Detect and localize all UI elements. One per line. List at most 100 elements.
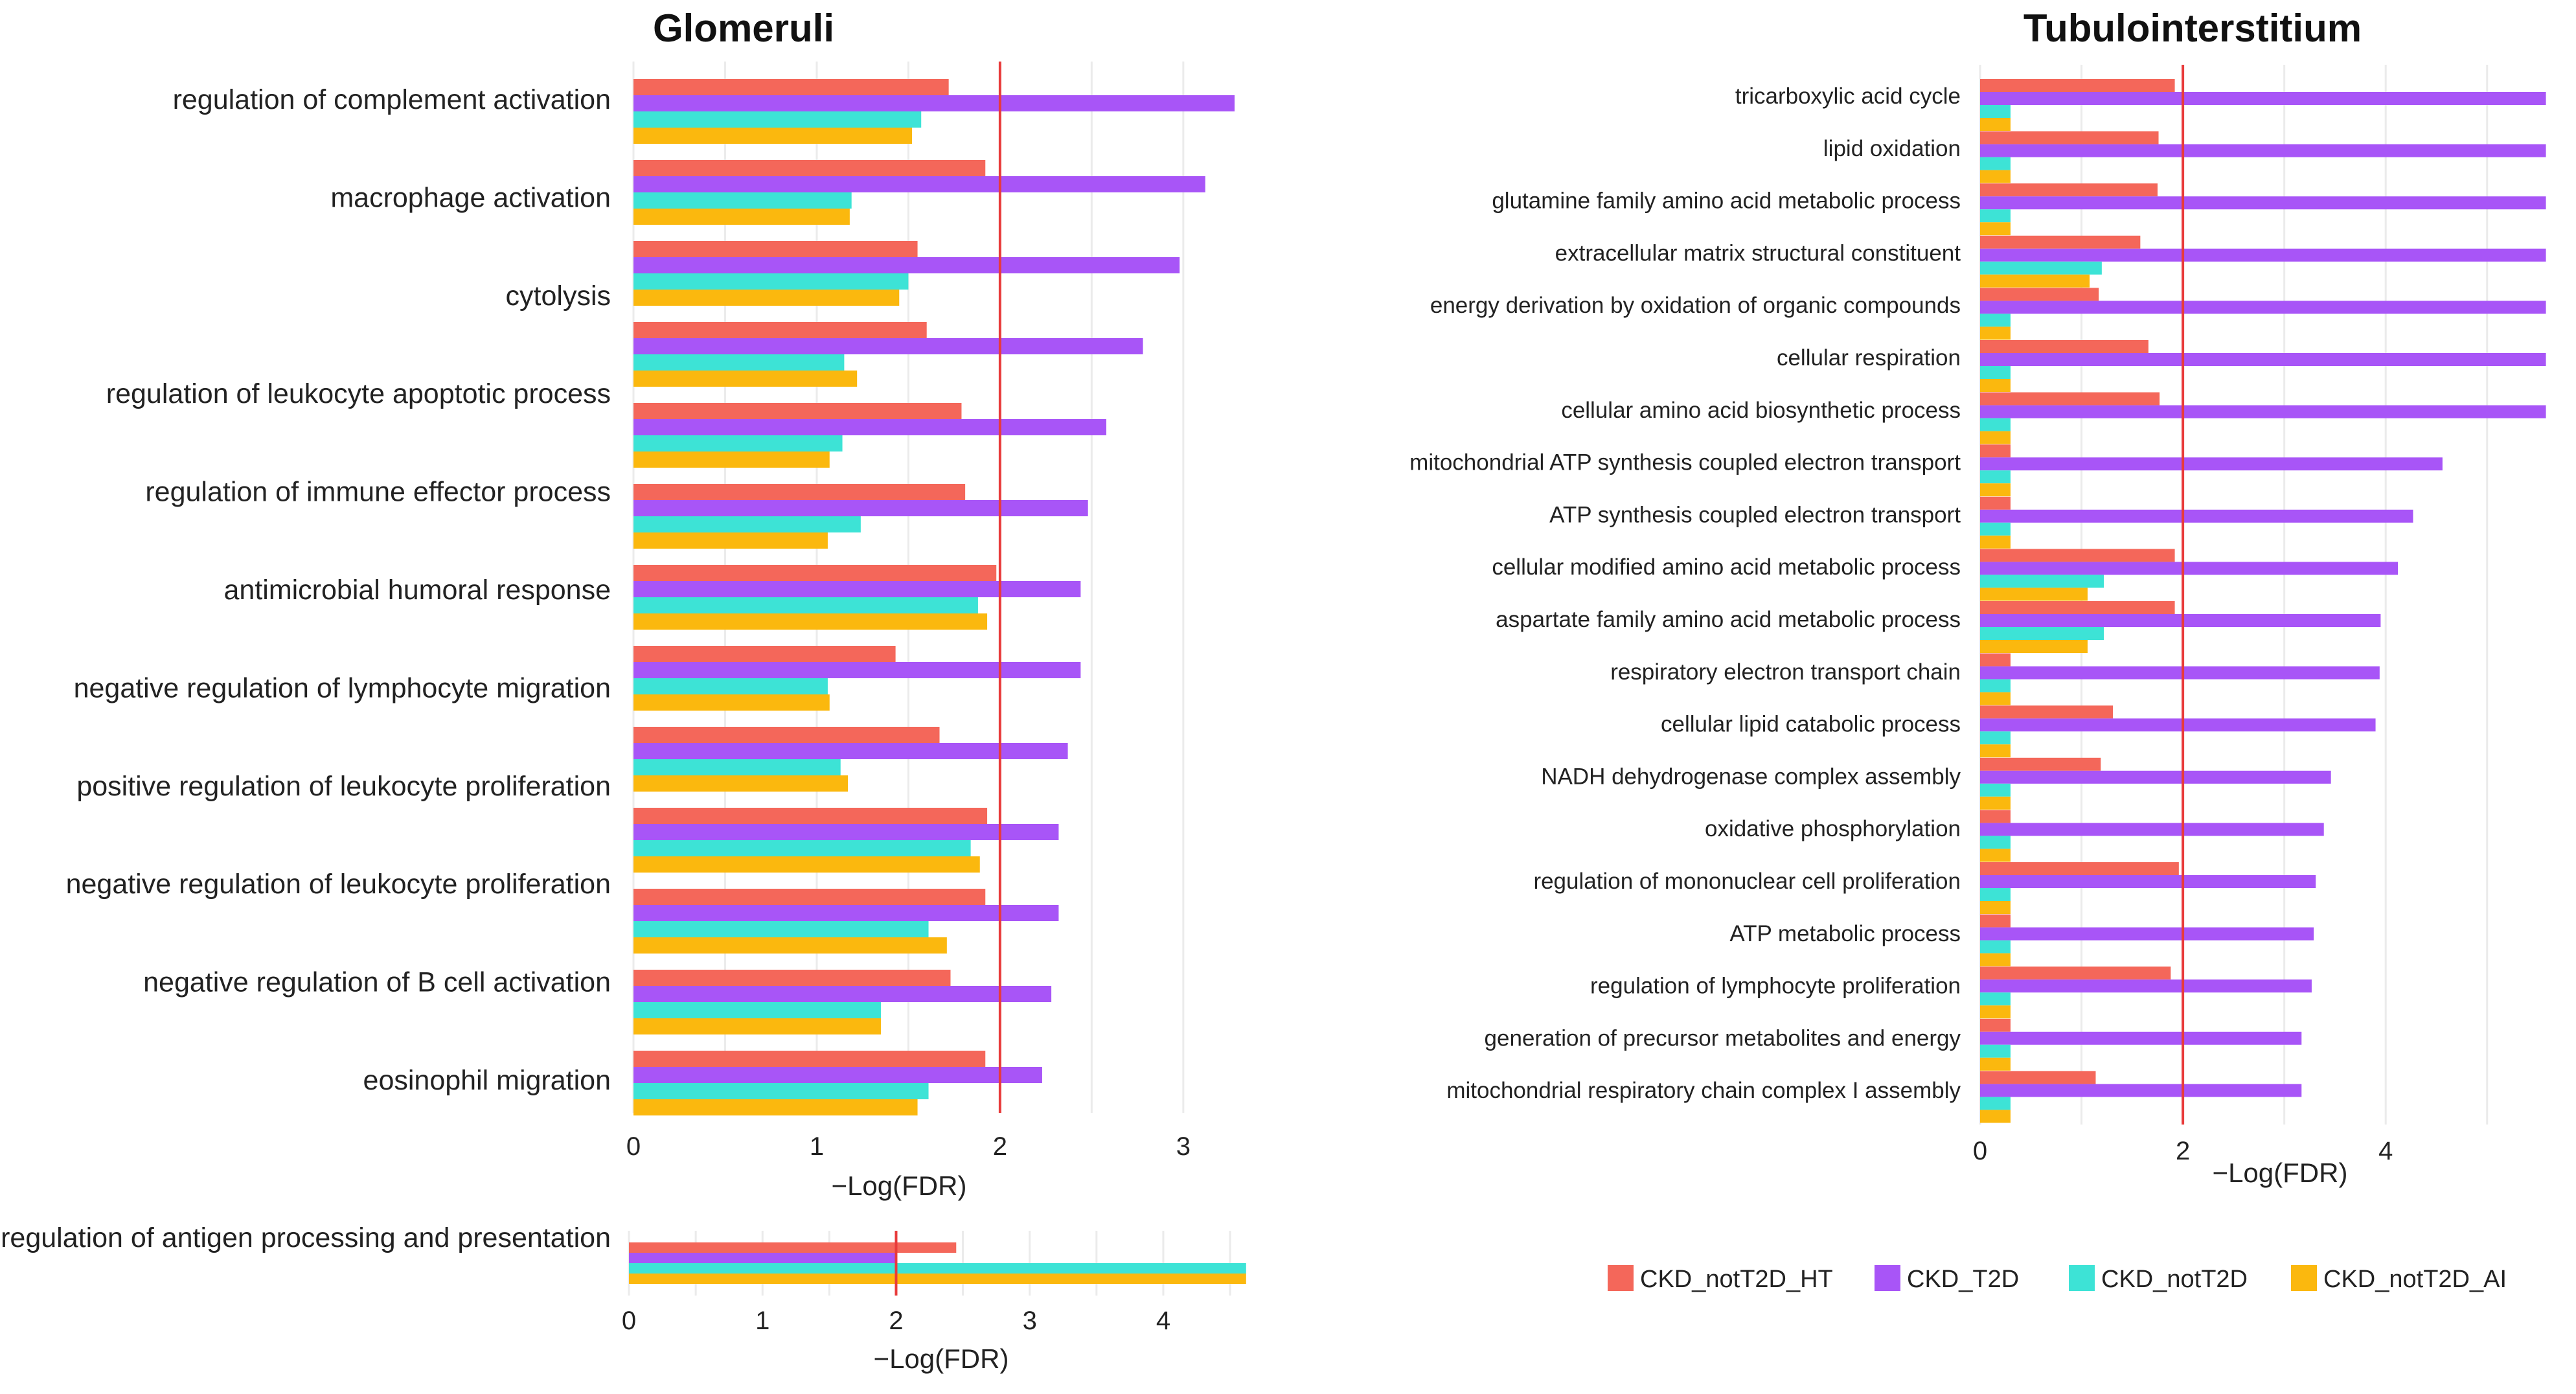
antigen-bar-ckd-nott2d bbox=[629, 1263, 1246, 1274]
category-label: oxidative phosphorylation bbox=[1705, 816, 1961, 841]
glomeruli-bar-ckd-t2d bbox=[633, 986, 1052, 1002]
tubulointerstitium-bar-ckd-nott2d-ht bbox=[1980, 79, 2175, 92]
legend-label-ckd-nott2d-ht: CKD_notT2D_HT bbox=[1640, 1266, 1833, 1293]
tubulointerstitium-bar-ckd-nott2d-ai bbox=[1980, 1057, 2011, 1071]
tubulointerstitium-bar-ckd-nott2d-ht bbox=[1980, 966, 2171, 980]
glomeruli-title: Glomeruli bbox=[653, 6, 834, 50]
tubulointerstitium-bar-ckd-t2d bbox=[1980, 875, 2316, 888]
tubulointerstitium-bar-ckd-nott2d-ai bbox=[1980, 849, 2011, 862]
tubulointerstitium-bar-ckd-nott2d bbox=[1980, 1044, 2011, 1058]
glomeruli-bar-ckd-nott2d-ai bbox=[633, 451, 830, 468]
antigen-bars bbox=[629, 1242, 1246, 1284]
glomeruli-bar-ckd-t2d bbox=[633, 743, 1068, 759]
tubulointerstitium-bar-ckd-nott2d-ai bbox=[1980, 1110, 2011, 1123]
glomeruli-bar-ckd-nott2d-ht bbox=[633, 241, 918, 257]
legend-label-ckd-nott2d: CKD_notT2D bbox=[2101, 1266, 2248, 1293]
glomeruli-bar-ckd-nott2d bbox=[633, 759, 841, 775]
antigen-chart: regulation of antigen processing and pre… bbox=[1, 1222, 1246, 1374]
antigen-category-labels: regulation of antigen processing and pre… bbox=[1, 1222, 611, 1253]
glomeruli-bar-ckd-t2d bbox=[633, 257, 1180, 273]
category-label: lipid oxidation bbox=[1823, 136, 1961, 161]
tubulointerstitium-title: Tubulointerstitium bbox=[2023, 6, 2362, 50]
tubulointerstitium-bar-ckd-nott2d bbox=[1980, 209, 2011, 223]
tubulointerstitium-chart: tricarboxylic acid cycle lipid oxidation g… bbox=[1409, 65, 2546, 1188]
tubulointerstitium-bar-ckd-nott2d-ai bbox=[1980, 431, 2011, 444]
glomeruli-bar-ckd-nott2d-ht bbox=[633, 970, 951, 986]
glomeruli-category-labels: regulation of complement activation macro… bbox=[66, 84, 611, 1096]
glomeruli-bar-ckd-t2d bbox=[633, 338, 1143, 354]
tubulointerstitium-bar-ckd-nott2d bbox=[1980, 731, 2011, 745]
tubulointerstitium-bar-ckd-nott2d bbox=[1980, 157, 2011, 170]
tubulointerstitium-bar-ckd-t2d bbox=[1980, 196, 2546, 210]
tubulointerstitium-bar-ckd-nott2d-ht bbox=[1980, 1071, 2096, 1084]
glomeruli-bar-ckd-nott2d-ai bbox=[633, 1018, 881, 1034]
tubulointerstitium-bar-ckd-t2d bbox=[1980, 614, 2381, 627]
x-tick-label: 4 bbox=[1156, 1307, 1170, 1335]
glomeruli-x-axis-label: −Log(FDR) bbox=[832, 1171, 967, 1201]
glomeruli-bar-ckd-nott2d bbox=[633, 192, 852, 209]
category-label: regulation of mononuclear cell prolifera… bbox=[1533, 869, 1961, 894]
glomeruli-bar-ckd-nott2d-ht bbox=[633, 484, 966, 500]
category-label: cellular modified amino acid metabolic p… bbox=[1492, 554, 1961, 580]
x-tick-label: 0 bbox=[626, 1132, 641, 1161]
x-tick-label: 4 bbox=[2378, 1137, 2393, 1165]
tubulointerstitium-bar-ckd-nott2d-ai bbox=[1980, 535, 2011, 549]
glomeruli-bar-ckd-nott2d bbox=[633, 840, 971, 856]
legend-swatch-ckd-nott2d-ht bbox=[1608, 1265, 1634, 1291]
legend: CKD_notT2D_HT CKD_T2D CKD_notT2D CKD_not… bbox=[1608, 1265, 2507, 1293]
tubulointerstitium-bar-ckd-t2d bbox=[1980, 666, 2380, 680]
glomeruli-bar-ckd-nott2d-ht bbox=[633, 889, 986, 905]
tubulointerstitium-bar-ckd-t2d bbox=[1980, 927, 2314, 941]
legend-swatch-ckd-nott2d-ai bbox=[2291, 1265, 2317, 1291]
tubulointerstitium-bar-ckd-nott2d-ht bbox=[1980, 914, 2011, 928]
glomeruli-bars bbox=[633, 79, 1235, 1115]
tubulointerstitium-bar-ckd-nott2d bbox=[1980, 992, 2011, 1006]
category-label: mitochondrial respiratory chain complex … bbox=[1446, 1078, 1961, 1103]
glomeruli-bar-ckd-nott2d-ht bbox=[633, 727, 940, 743]
category-label: cellular lipid catabolic process bbox=[1661, 712, 1961, 737]
glomeruli-bar-ckd-nott2d-ai bbox=[633, 371, 858, 387]
glomeruli-bar-ckd-nott2d bbox=[633, 597, 978, 613]
tubulointerstitium-x-axis-label: −Log(FDR) bbox=[2213, 1158, 2348, 1188]
antigen-bar-ckd-nott2d-ht bbox=[629, 1242, 957, 1253]
glomeruli-bar-ckd-t2d bbox=[633, 581, 1081, 597]
tubulointerstitium-bar-ckd-t2d bbox=[1980, 248, 2546, 262]
category-label: ATP synthesis coupled electron transport bbox=[1549, 502, 1961, 527]
tubulointerstitium-bar-ckd-nott2d bbox=[1980, 888, 2011, 901]
tubulointerstitium-bar-ckd-nott2d bbox=[1980, 575, 2104, 588]
tubulointerstitium-bar-ckd-t2d bbox=[1980, 509, 2413, 523]
x-tick-label: 2 bbox=[889, 1307, 903, 1335]
category-label: energy derivation by oxidation of organi… bbox=[1430, 293, 1961, 318]
tubulointerstitium-bar-ckd-nott2d bbox=[1980, 522, 2011, 536]
category-label: extracellular matrix structural constitu… bbox=[1555, 240, 1961, 266]
glomeruli-bar-ckd-nott2d bbox=[633, 435, 843, 451]
category-label: cellular amino acid biosynthetic process bbox=[1561, 398, 1961, 423]
category-label: macrophage activation bbox=[330, 182, 611, 213]
glomeruli-bar-ckd-nott2d-ht bbox=[633, 403, 962, 419]
glomeruli-bar-ckd-nott2d-ht bbox=[633, 160, 986, 176]
tubulointerstitium-bar-ckd-nott2d-ai bbox=[1980, 118, 2011, 131]
antigen-x-axis-label: −Log(FDR) bbox=[874, 1343, 1009, 1374]
category-label: cytolysis bbox=[506, 280, 611, 312]
glomeruli-bar-ckd-nott2d-ai bbox=[633, 775, 849, 792]
tubulointerstitium-bar-ckd-nott2d-ht bbox=[1980, 340, 2149, 353]
glomeruli-bar-ckd-nott2d-ai bbox=[633, 613, 988, 630]
tubulointerstitium-bar-ckd-nott2d-ht bbox=[1980, 496, 2011, 510]
tubulointerstitium-bar-ckd-nott2d bbox=[1980, 679, 2011, 692]
legend-label-ckd-t2d: CKD_T2D bbox=[1907, 1266, 2019, 1293]
category-label: regulation of complement activation bbox=[173, 84, 611, 115]
glomeruli-bar-ckd-t2d bbox=[633, 662, 1081, 678]
tubulointerstitium-bar-ckd-t2d bbox=[1980, 1084, 2302, 1097]
tubulointerstitium-bar-ckd-nott2d-ai bbox=[1980, 692, 2011, 705]
tubulointerstitium-bar-ckd-nott2d-ai bbox=[1980, 640, 2088, 653]
glomeruli-bar-ckd-nott2d bbox=[633, 273, 909, 290]
glomeruli-chart: regulation of complement activation macro… bbox=[66, 62, 1235, 1201]
tubulointerstitium-bar-ckd-nott2d-ht bbox=[1980, 131, 2159, 144]
tubulointerstitium-bar-ckd-t2d bbox=[1980, 718, 2376, 732]
tubulointerstitium-bar-ckd-t2d bbox=[1980, 405, 2546, 418]
tubulointerstitium-category-labels: tricarboxylic acid cycle lipid oxidation g… bbox=[1409, 84, 1961, 1103]
glomeruli-bar-ckd-t2d bbox=[633, 176, 1205, 192]
tubulointerstitium-bar-ckd-nott2d-ai bbox=[1980, 274, 2090, 288]
category-label: regulation of lymphocyte proliferation bbox=[1590, 974, 1961, 999]
